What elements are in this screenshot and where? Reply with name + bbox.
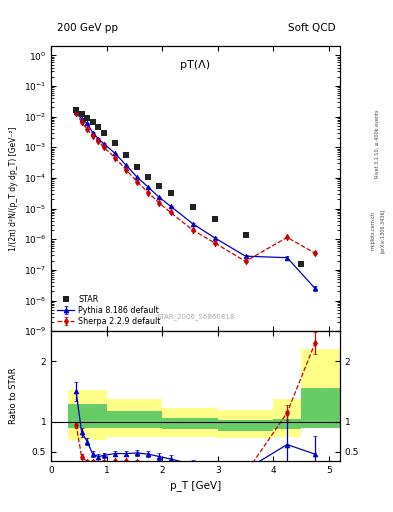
STAR bbox=[85, 115, 90, 121]
Text: [arXiv:1306.3436]: [arXiv:1306.3436] bbox=[380, 208, 384, 252]
STAR bbox=[157, 183, 162, 189]
STAR bbox=[113, 140, 118, 146]
X-axis label: p_T [GeV]: p_T [GeV] bbox=[170, 480, 221, 491]
Text: 200 GeV pp: 200 GeV pp bbox=[57, 23, 118, 33]
Text: Soft QCD: Soft QCD bbox=[288, 23, 336, 33]
Legend: STAR, Pythia 8.186 default, Sherpa 2.2.9 default: STAR, Pythia 8.186 default, Sherpa 2.2.9… bbox=[55, 293, 162, 327]
STAR bbox=[79, 111, 84, 117]
STAR bbox=[124, 152, 129, 158]
Text: mcplots.cern.ch: mcplots.cern.ch bbox=[370, 211, 375, 250]
STAR bbox=[101, 130, 106, 136]
STAR bbox=[299, 261, 303, 267]
STAR bbox=[90, 119, 95, 125]
STAR bbox=[213, 216, 217, 222]
STAR bbox=[168, 190, 173, 196]
STAR bbox=[96, 124, 101, 131]
STAR bbox=[135, 164, 140, 170]
Y-axis label: Ratio to STAR: Ratio to STAR bbox=[9, 368, 18, 424]
STAR bbox=[146, 174, 151, 180]
Text: STAR_2006_S6860818: STAR_2006_S6860818 bbox=[156, 313, 235, 321]
Y-axis label: 1/(2π) d²N/(p_T dy dp_T) [GeV⁻²]: 1/(2π) d²N/(p_T dy dp_T) [GeV⁻²] bbox=[9, 126, 18, 251]
STAR bbox=[190, 204, 195, 210]
STAR bbox=[243, 232, 248, 238]
STAR bbox=[74, 108, 79, 114]
Text: Rivet 3.1.10, ≥ 400k events: Rivet 3.1.10, ≥ 400k events bbox=[375, 109, 380, 178]
Text: pT(Λ): pT(Λ) bbox=[180, 60, 211, 70]
Line: STAR: STAR bbox=[73, 107, 304, 267]
